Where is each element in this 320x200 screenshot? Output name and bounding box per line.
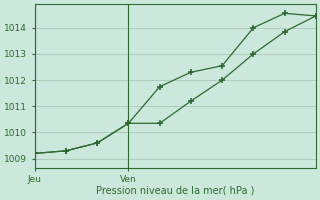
X-axis label: Pression niveau de la mer( hPa ): Pression niveau de la mer( hPa ) xyxy=(96,186,254,196)
